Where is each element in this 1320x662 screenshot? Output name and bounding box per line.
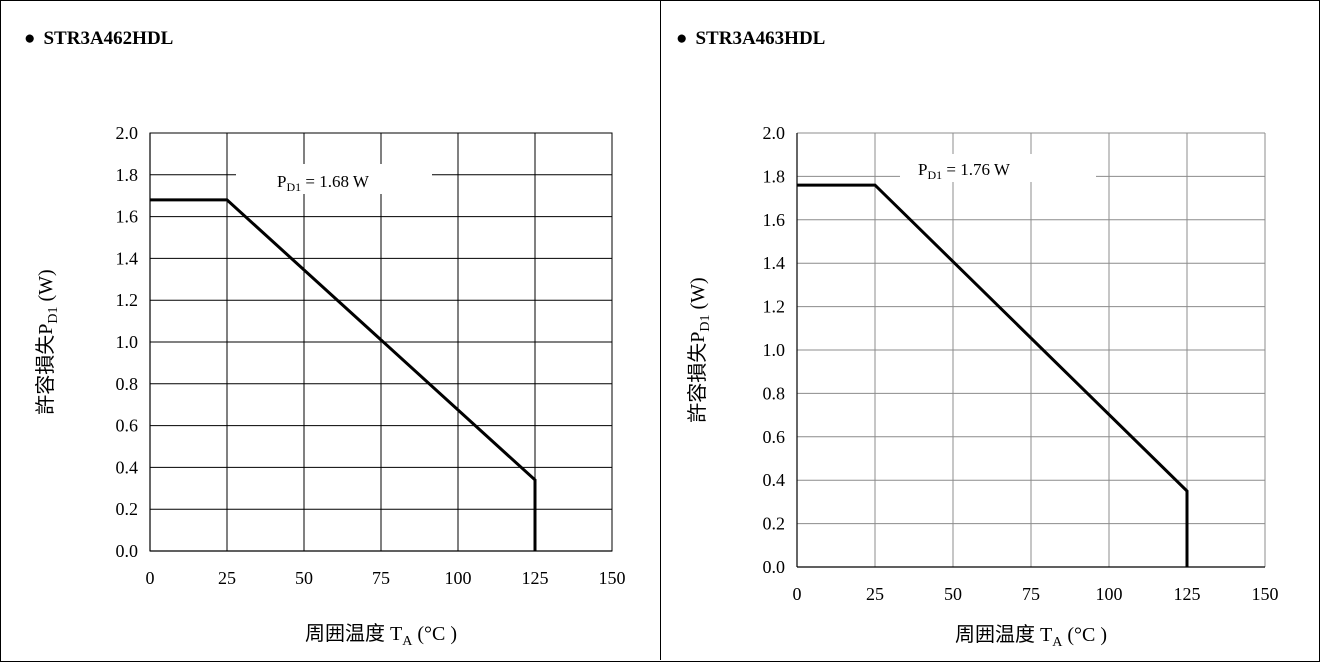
annotation-bg (900, 154, 1096, 182)
y-tick-label: 0.4 (763, 470, 786, 490)
x-tick-label: 100 (445, 568, 472, 588)
y-tick-label: 0.6 (763, 427, 786, 447)
series-line (150, 198, 537, 551)
bullet-right: ● (676, 28, 688, 49)
x-tick-label: 25 (218, 568, 236, 588)
annotation-value: = 1.68 W (301, 172, 370, 191)
y-tick-label: 1.6 (763, 210, 786, 230)
x-axis-label-sub: A (1052, 635, 1063, 650)
x-tick-label: 100 (1096, 584, 1123, 604)
y-tick-label: 0.0 (116, 541, 139, 561)
y-tick-label: 0.8 (763, 383, 786, 403)
x-tick-label: 125 (1174, 584, 1201, 604)
y-axis-label-main: 許容損失P (34, 324, 57, 415)
y-axis-label-sub: D1 (46, 306, 61, 323)
y-tick-label: 2.0 (763, 123, 786, 143)
y-tick-label: 0.0 (763, 557, 786, 577)
y-tick-label: 0.2 (116, 499, 139, 519)
x-tick-label: 0 (146, 568, 155, 588)
chart-left: 0 25 50 75 100 125 150 0.0 0.2 0.4 0.6 0.8 1.0 1.2 1.4… (34, 123, 626, 649)
series-line (797, 183, 1189, 567)
x-axis-label-main: 周囲温度 T (955, 623, 1052, 646)
x-axis-label-unit: (°C ) (1062, 624, 1107, 646)
y-axis-label-unit: (W) (35, 269, 57, 306)
chart-title-right-text: STR3A463HDL (695, 28, 826, 49)
x-axis-label-sub: A (402, 634, 413, 649)
y-axis-label: 許容損失PD1 (W) (686, 277, 713, 422)
annotation-symbol: P (277, 172, 286, 191)
y-tick-label: 1.4 (116, 248, 139, 268)
x-tick-label: 75 (1022, 584, 1040, 604)
x-axis-label-main: 周囲温度 T (305, 622, 402, 645)
chart-right: 0 25 50 75 100 125 150 0.0 0.2 0.4 0.6 0.8 1.0 1.2 1.4… (686, 123, 1279, 650)
y-axis-label-main: 許容損失P (686, 332, 709, 423)
y-tick-label: 0.4 (116, 457, 139, 477)
plot-border (149, 132, 613, 552)
x-tick-label: 125 (522, 568, 549, 588)
y-tick-label: 1.8 (116, 165, 139, 185)
chart-title-left-text: STR3A462HDL (43, 28, 174, 49)
x-tick-label: 50 (944, 584, 962, 604)
y-tick-label: 1.2 (763, 297, 786, 317)
chart-title-left: ● STR3A462HDL (24, 28, 173, 50)
y-axis-label-sub: D1 (698, 314, 713, 331)
y-tick-label: 1.8 (763, 166, 786, 186)
x-tick-label: 150 (1252, 584, 1279, 604)
annotation-subscript: D1 (286, 180, 301, 194)
bullet-left: ● (24, 28, 36, 49)
x-tick-label: 25 (866, 584, 884, 604)
annotation-label: PD1 = 1.68 W (277, 172, 370, 194)
y-tick-label: 2.0 (116, 123, 139, 143)
y-tick-label: 1.2 (116, 290, 139, 310)
chart-title-right: ● STR3A463HDL (676, 28, 825, 50)
y-tick-label: 1.0 (116, 332, 139, 352)
y-tick-label: 1.0 (763, 340, 786, 360)
annotation-label: PD1 = 1.76 W (918, 160, 1011, 182)
x-axis-label-unit: (°C ) (412, 623, 457, 645)
annotation-bg (236, 164, 432, 194)
annotation-value: = 1.76 W (942, 160, 1011, 179)
y-tick-label: 0.6 (116, 416, 139, 436)
y-tick-label: 0.2 (763, 514, 786, 534)
y-axis-label-unit: (W) (687, 277, 709, 314)
x-tick-label: 150 (599, 568, 626, 588)
y-tick-label: 1.4 (763, 253, 786, 273)
y-tick-label: 1.6 (116, 207, 139, 227)
x-tick-label: 0 (793, 584, 802, 604)
x-tick-label: 75 (372, 568, 390, 588)
annotation-subscript: D1 (927, 168, 942, 182)
y-axis-label: 許容損失PD1 (W) (34, 269, 61, 414)
grid-lines (796, 132, 1266, 568)
x-axis-label: 周囲温度 TA (°C ) (955, 623, 1107, 650)
panel-divider (660, 0, 661, 660)
y-tick-label: 0.8 (116, 374, 139, 394)
grid-lines (149, 132, 613, 552)
x-tick-label: 50 (295, 568, 313, 588)
x-axis-label: 周囲温度 TA (°C ) (305, 622, 457, 649)
annotation-symbol: P (918, 160, 927, 179)
